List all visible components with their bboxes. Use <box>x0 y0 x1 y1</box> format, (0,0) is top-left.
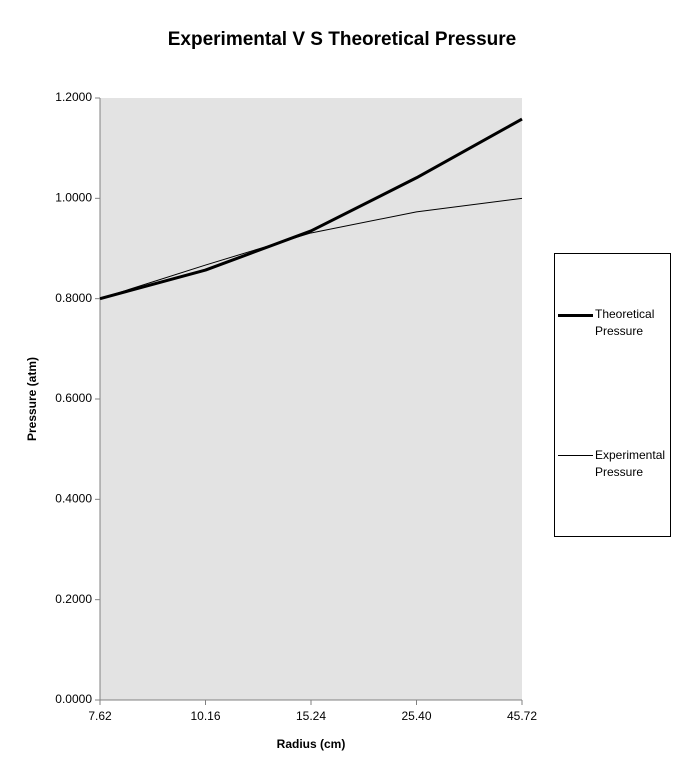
legend-item: Theoretical Pressure <box>555 306 672 340</box>
y-tick-label: 1.0000 <box>55 191 92 205</box>
x-axis-title: Radius (cm) <box>277 737 346 751</box>
y-tick-label: 0.4000 <box>55 492 92 506</box>
series-line <box>99 197 523 300</box>
chart-title: Experimental V S Theoretical Pressure <box>168 29 517 50</box>
y-tick-label: 0.0000 <box>55 692 92 706</box>
y-tick-label: 0.8000 <box>55 291 92 305</box>
y-tick-label: 1.2000 <box>55 90 92 104</box>
x-tick-label: 45.72 <box>507 709 537 723</box>
legend-label: Theoretical Pressure <box>595 307 655 338</box>
x-tick-label: 7.62 <box>88 709 112 723</box>
y-tick-label: 0.2000 <box>55 592 92 606</box>
legend-swatch <box>558 455 593 456</box>
x-tick-label: 25.40 <box>401 709 431 723</box>
legend-item: Experimental Pressure <box>555 447 672 481</box>
y-tick-label: 0.6000 <box>55 391 92 405</box>
series-line <box>99 117 523 301</box>
legend-swatch <box>558 314 593 317</box>
y-axis-title: Pressure (atm) <box>25 357 39 441</box>
legend-label: Experimental Pressure <box>595 448 666 479</box>
plot-area <box>100 98 522 700</box>
x-tick-label: 15.24 <box>296 709 326 723</box>
x-tick-label: 10.16 <box>190 709 220 723</box>
legend: Theoretical Pressure Experimental Pressur… <box>554 253 671 537</box>
